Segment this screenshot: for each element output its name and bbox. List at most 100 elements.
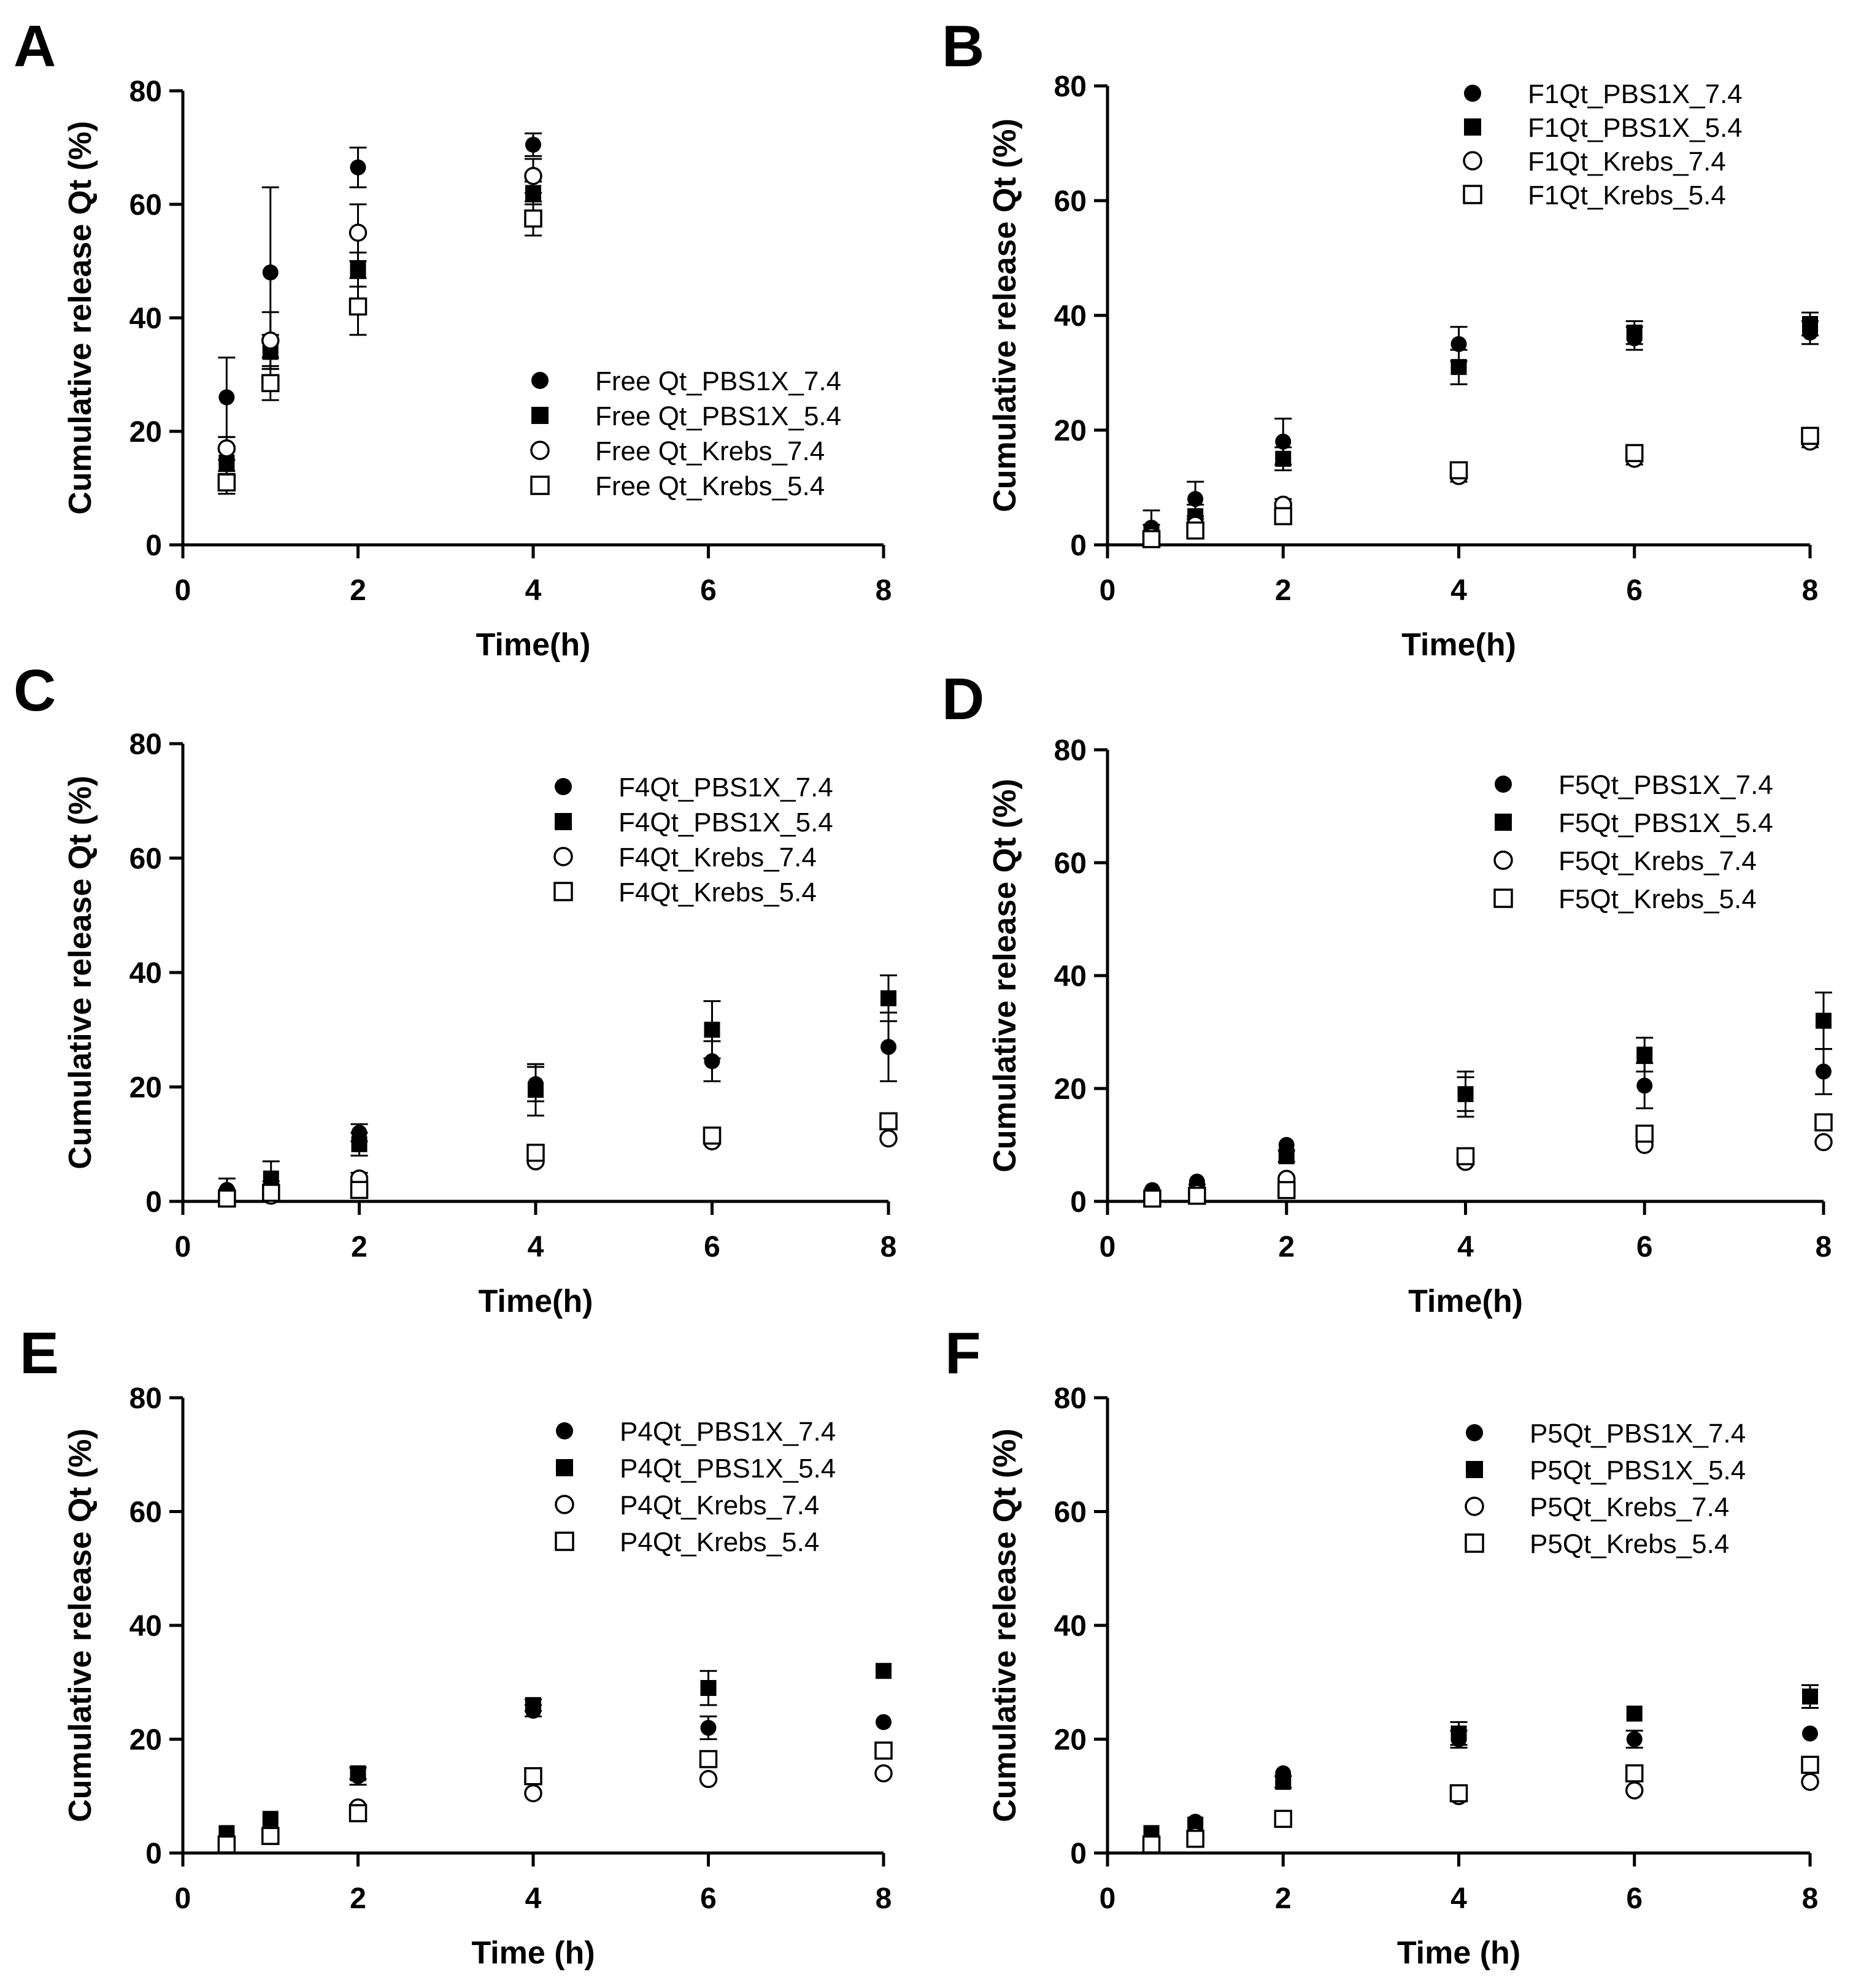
- data-point: [1450, 359, 1467, 376]
- panel-letter: E: [20, 1320, 59, 1386]
- y-tick-label: 0: [145, 530, 162, 562]
- legend-marker: [1493, 850, 1513, 870]
- data-point: [528, 1082, 544, 1098]
- data-point: [1801, 1773, 1819, 1791]
- x-tick-label: 6: [704, 1231, 720, 1263]
- legend-label: Free Qt_PBS1X_7.4: [595, 366, 841, 396]
- series-2: [218, 180, 542, 475]
- y-tick-label: 20: [129, 416, 162, 449]
- data-point: [350, 261, 366, 278]
- y-axis-title: Cumulative release Qt (%): [987, 118, 1023, 512]
- data-point: [351, 1136, 368, 1152]
- data-point: [1626, 325, 1643, 341]
- panel-letter: B: [942, 13, 984, 79]
- y-tick-label: 0: [1070, 1838, 1087, 1870]
- x-tick-label: 8: [1802, 574, 1819, 607]
- x-tick-label: 4: [525, 574, 542, 607]
- legend: F1Qt_PBS1X_7.4 F1Qt_PBS1X_5.4 F1Qt_Krebs_7…: [1463, 79, 1743, 210]
- data-point: [1801, 426, 1819, 445]
- x-tick-label: 2: [1275, 1882, 1292, 1915]
- x-tick-label: 6: [1626, 1882, 1643, 1915]
- data-point: [217, 439, 236, 458]
- x-tick-label: 8: [1816, 1231, 1832, 1263]
- series-3: [1142, 1773, 1819, 1854]
- y-tick-label: 0: [1070, 1186, 1087, 1219]
- legend-label: P4Qt_Krebs_7.4: [620, 1490, 819, 1520]
- data-point: [1274, 1809, 1292, 1828]
- legend-label: F4Qt_PBS1X_7.4: [618, 772, 833, 803]
- data-point: [262, 1184, 280, 1202]
- legend-marker: [553, 882, 573, 901]
- data-point: [700, 1680, 717, 1697]
- legend-marker: [555, 1531, 574, 1551]
- panel-d: D 0 20 40 60 80 0 2 4 6 8 Time(h) Cumulative release…: [942, 666, 1833, 1319]
- data-point: [1625, 1764, 1644, 1782]
- y-tick-label: 60: [1054, 185, 1087, 218]
- y-tick-label: 60: [129, 189, 162, 222]
- data-point: [1626, 1731, 1643, 1747]
- data-point: [1275, 433, 1292, 450]
- y-tick-label: 60: [1054, 847, 1087, 880]
- y-tick-label: 20: [1054, 1724, 1087, 1757]
- y-tick-label: 80: [1054, 71, 1087, 103]
- series-3: [217, 158, 542, 461]
- legend-marker: [530, 441, 550, 460]
- legend-label: P4Qt_Krebs_5.4: [620, 1527, 819, 1557]
- x-tick-label: 4: [525, 1882, 542, 1915]
- panel-a: A 0 20 40 60 80 0 2 4 6 8 Time(h) Cumulative release…: [13, 13, 892, 663]
- data-point: [350, 1765, 366, 1782]
- y-tick-label: 80: [1054, 1382, 1087, 1415]
- data-point: [218, 1189, 236, 1208]
- y-axis-title: Cumulative release Qt (%): [63, 121, 98, 515]
- series-1: [1143, 1725, 1818, 1841]
- data-point: [880, 990, 896, 1006]
- data-point: [1802, 316, 1818, 333]
- x-tick-label: 0: [1100, 1882, 1116, 1915]
- x-tick-label: 2: [1275, 574, 1292, 607]
- data-point: [699, 1750, 718, 1768]
- series-1: [1142, 320, 1819, 546]
- legend-label: F5Qt_PBS1X_5.4: [1558, 808, 1773, 838]
- legend-label: F5Qt_Krebs_5.4: [1558, 884, 1757, 914]
- series-1: [1144, 1048, 1832, 1198]
- legend-marker: [553, 847, 573, 866]
- series-4: [1143, 1113, 1833, 1208]
- series-2: [1143, 1684, 1819, 1841]
- data-point: [1143, 1189, 1161, 1208]
- y-axis-title: Cumulative release Qt (%): [987, 779, 1023, 1173]
- data-point: [1142, 1835, 1161, 1854]
- x-tick-label: 0: [175, 1882, 191, 1915]
- data-point: [524, 209, 542, 228]
- x-tick-label: 2: [351, 1231, 368, 1263]
- data-point: [1814, 1113, 1833, 1131]
- x-axis-title: Time(h): [476, 627, 591, 663]
- legend-marker: [1466, 1424, 1483, 1441]
- data-point: [350, 1181, 369, 1200]
- legend: P5Qt_PBS1X_7.4 P5Qt_PBS1X_5.4 P5Qt_Krebs_7…: [1465, 1419, 1746, 1559]
- y-tick-label: 60: [1054, 1497, 1087, 1529]
- data-point: [1450, 1725, 1467, 1742]
- data-point: [261, 331, 280, 350]
- data-point: [704, 1022, 720, 1038]
- data-point: [349, 223, 368, 242]
- x-tick-label: 6: [700, 574, 717, 607]
- data-point: [880, 1039, 896, 1055]
- legend: F4Qt_PBS1X_7.4 F4Qt_PBS1X_5.4 F4Qt_Krebs_7…: [553, 772, 833, 907]
- data-point: [1278, 1148, 1295, 1165]
- legend-marker: [556, 1422, 573, 1439]
- legend-marker: [1465, 1533, 1484, 1553]
- legend-label: F5Qt_PBS1X_7.4: [1558, 770, 1773, 800]
- series-3: [1143, 1133, 1833, 1208]
- data-point: [704, 1053, 720, 1069]
- data-point: [1449, 461, 1468, 480]
- legend-marker: [1493, 888, 1513, 908]
- panel-c: C 0 20 40 60 80 0 2 4 6 8 Time(h) Cumulative release…: [13, 658, 898, 1319]
- data-point: [349, 1804, 368, 1822]
- x-axis-title: Time (h): [471, 1935, 595, 1971]
- y-tick-label: 20: [1054, 415, 1087, 447]
- data-point: [1636, 1077, 1653, 1094]
- data-point: [261, 374, 280, 393]
- y-tick-label: 80: [129, 75, 162, 108]
- y-axis-title: Cumulative release Qt (%): [63, 776, 98, 1169]
- x-axis-title: Time (h): [1397, 1935, 1520, 1971]
